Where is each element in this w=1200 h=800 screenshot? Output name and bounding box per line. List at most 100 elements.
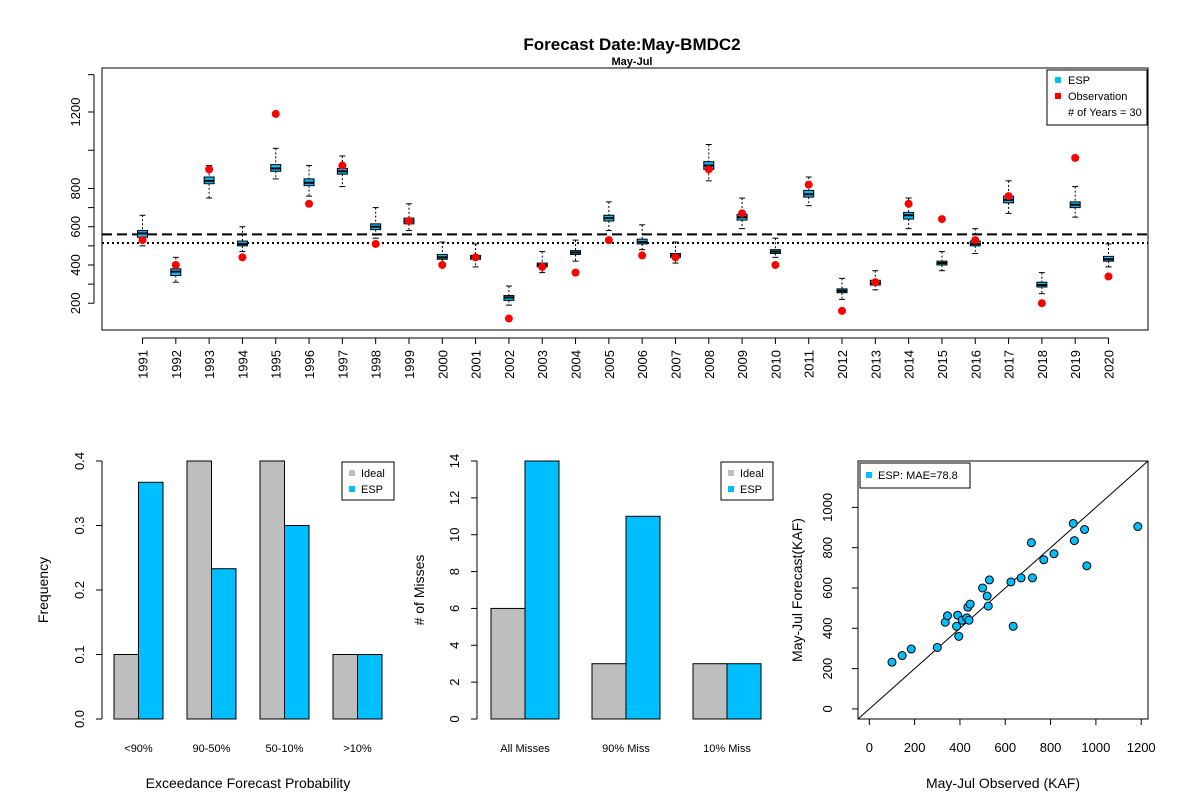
- observation-point: [371, 239, 380, 248]
- x-category-label: 90-50%: [193, 743, 231, 755]
- observation-point: [1071, 153, 1080, 162]
- y-tick-label: 0.0: [72, 710, 87, 728]
- observation-point: [205, 165, 214, 174]
- x-tick-label: 2008: [702, 350, 717, 379]
- observation-point: [871, 278, 880, 287]
- scatter-point: [983, 601, 993, 611]
- x-tick-label: 1200: [1127, 740, 1156, 755]
- bar-ideal: [692, 663, 728, 720]
- scatter-point: [1026, 538, 1036, 548]
- observation-point: [138, 236, 147, 245]
- y-tick-label: 400: [68, 254, 83, 276]
- y-tick-label: 1200: [68, 98, 83, 127]
- scatter-point: [1039, 555, 1049, 565]
- scatter-point: [1080, 525, 1090, 535]
- observation-point: [438, 260, 447, 269]
- forecast-legend: ESP Observation # of Years = 30: [1046, 69, 1148, 126]
- x-tick-label: 2006: [635, 350, 650, 379]
- legend-swatch-esp: [866, 472, 872, 478]
- scatter-point: [1008, 621, 1018, 631]
- x-category-label: 50-10%: [266, 743, 304, 755]
- x-tick-label: 2007: [668, 350, 683, 379]
- x-tick-label: 2015: [935, 350, 950, 379]
- scatter-point: [984, 575, 994, 585]
- scatter-point: [1016, 573, 1026, 583]
- observation-point: [504, 314, 513, 323]
- observation-point: [404, 216, 413, 225]
- y-tick-label: 600: [820, 577, 835, 599]
- scatter-point: [1133, 522, 1143, 532]
- x-tick-label: 2018: [1035, 350, 1050, 379]
- scatter-point: [954, 631, 964, 641]
- bar-ideal: [332, 654, 358, 720]
- bar-ideal: [259, 460, 285, 720]
- legend-box: [859, 462, 971, 489]
- observation-point: [838, 306, 847, 315]
- y-tick-label: 0.1: [72, 645, 87, 663]
- x-tick-label: 2010: [768, 350, 783, 379]
- scatter-point: [978, 583, 988, 593]
- observation-point: [571, 268, 580, 277]
- bar-esp: [138, 481, 164, 720]
- observation-point: [638, 251, 647, 260]
- observation-point: [937, 215, 946, 224]
- scatter-point: [965, 599, 975, 609]
- x-tick-label: 200: [904, 740, 926, 755]
- bar-ideal: [591, 663, 627, 720]
- observation-point: [704, 165, 713, 174]
- scatter-point: [1006, 577, 1016, 587]
- forecast-boxplot-chart: 200 400 600 800 1200 1991 1992 1993 1994 1995 1996…: [68, 67, 1149, 379]
- x-tick-label: 1000: [1081, 740, 1110, 755]
- observation-point: [804, 180, 813, 189]
- observation-point: [771, 260, 780, 269]
- bar-ideal: [490, 607, 526, 720]
- one-to-one-line: [857, 460, 1149, 720]
- legend-label-esp: ESP: [740, 484, 762, 496]
- legend-swatch-esp: [349, 486, 355, 492]
- x-category-label: 10% Miss: [703, 743, 751, 755]
- x-tick-label: 2017: [1002, 350, 1017, 379]
- bl-ylabel: Frequency: [35, 557, 51, 623]
- x-tick-label: 2011: [802, 350, 817, 378]
- x-tick-label: 2005: [602, 350, 617, 379]
- bar-ideal: [186, 460, 212, 720]
- scatter-point: [1068, 518, 1078, 528]
- x-tick-label: 2013: [868, 350, 883, 379]
- x-tick-label: 2014: [902, 350, 917, 379]
- scatter-point: [1082, 561, 1092, 571]
- legend-esp-swatch: [1055, 77, 1061, 83]
- x-category-label: All Misses: [500, 743, 550, 755]
- observation-point: [904, 199, 913, 208]
- y-tick-label: 12: [447, 491, 462, 505]
- observation-point: [538, 262, 547, 271]
- y-tick-label: 1000: [820, 493, 835, 522]
- legend-label-mae: ESP: MAE=78.8: [878, 470, 958, 482]
- bl-xlabel: Exceedance Forecast Probability: [146, 775, 351, 791]
- x-category-label: 90% Miss: [602, 743, 650, 755]
- x-tick-label: 2004: [569, 350, 584, 379]
- y-tick-label: 0.4: [72, 452, 87, 470]
- x-tick-label: 2003: [535, 350, 550, 379]
- y-tick-label: 0.3: [72, 516, 87, 534]
- y-tick-label: 200: [820, 658, 835, 680]
- legend-label-esp: ESP: [361, 484, 383, 496]
- x-tick-label: 1997: [335, 350, 350, 379]
- scatter-point: [906, 644, 916, 654]
- main-subtitle: May-Jul: [612, 56, 653, 68]
- observation-point: [305, 199, 314, 208]
- y-tick-label: 400: [820, 617, 835, 639]
- x-tick-label: 400: [949, 740, 971, 755]
- bar-esp: [357, 654, 383, 720]
- scatter-point: [932, 642, 942, 652]
- y-tick-label: 800: [68, 178, 83, 200]
- legend-esp-label: ESP: [1068, 75, 1090, 87]
- x-tick-label: 1998: [369, 350, 384, 379]
- legend-label-ideal: Ideal: [361, 468, 385, 480]
- x-tick-label: 1996: [302, 350, 317, 379]
- scatter-point: [964, 615, 974, 625]
- br-xlabel: May-Jul Observed (KAF): [926, 775, 1080, 791]
- exceedance-frequency-chart: 0.0 0.1 0.2 0.3 0.4 <90% 90-50% 50-10% >10% Ideal…: [72, 452, 395, 755]
- legend-box: [341, 461, 395, 501]
- y-tick-label: 0.2: [72, 581, 87, 599]
